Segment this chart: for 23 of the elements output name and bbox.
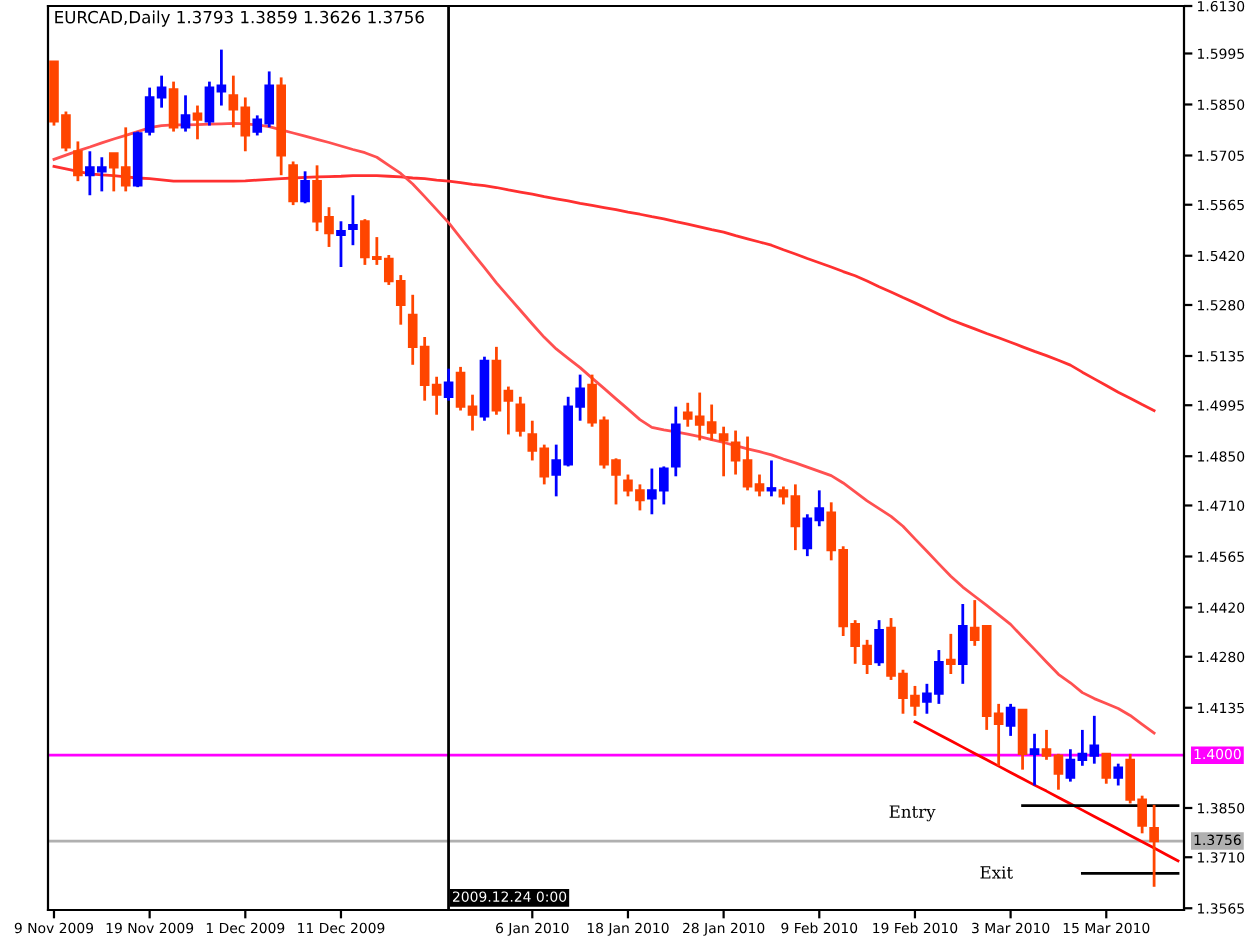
- candlestick: [1005, 702, 1016, 738]
- candlestick: [1017, 708, 1028, 772]
- candlestick: [1149, 803, 1159, 889]
- annotation: Exit: [980, 866, 1013, 879]
- candlestick: [73, 140, 83, 183]
- candlestick: [288, 160, 298, 207]
- chart-title: EURCAD,Daily 1.3793 1.3859 1.3626 1.3756: [55, 10, 424, 27]
- candlestick: [336, 219, 346, 269]
- candlestick: [515, 395, 526, 438]
- annotation: Entry: [889, 805, 936, 822]
- candlestick: [348, 193, 358, 247]
- candlestick: [1113, 762, 1124, 787]
- candlestick: [192, 104, 203, 141]
- candlestick: [300, 169, 310, 205]
- candlestick: [443, 367, 454, 403]
- candlestick: [180, 93, 191, 133]
- candlestick: [946, 632, 956, 676]
- candlestick: [766, 459, 777, 498]
- candlestick: [1029, 732, 1040, 787]
- candlestick: [168, 80, 179, 133]
- candlestick: [1101, 752, 1112, 786]
- candlestick: [874, 618, 884, 668]
- candlestick: [957, 602, 968, 686]
